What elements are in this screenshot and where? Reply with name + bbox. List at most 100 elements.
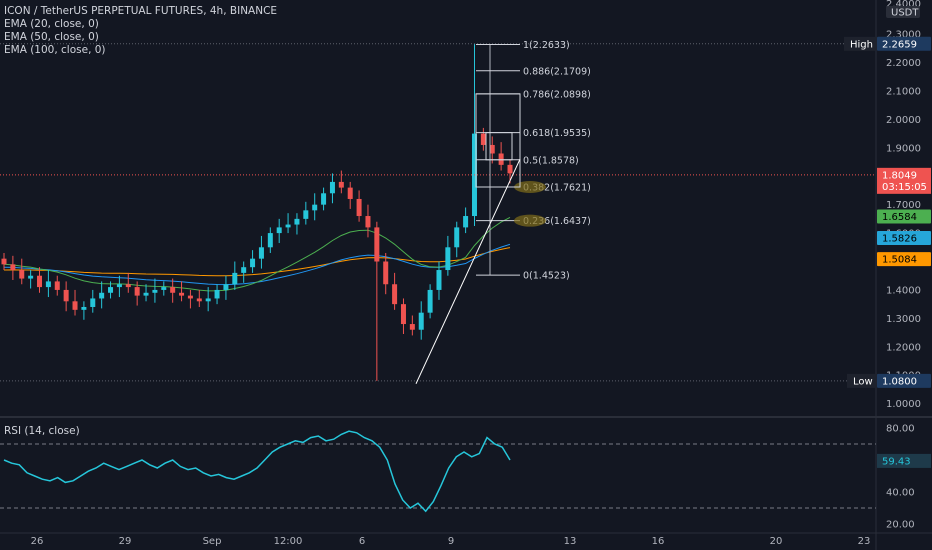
last-price-tag-bg: [877, 167, 931, 194]
candle-body: [409, 324, 415, 330]
candle-body: [205, 298, 211, 302]
currency-label: USDT: [891, 8, 919, 19]
candle-body: [214, 289, 220, 299]
candle-body: [250, 258, 256, 268]
candle-body: [108, 287, 114, 293]
candle-body: [303, 210, 309, 219]
candle-body: [489, 144, 495, 154]
rsi-value-tag: 59.43: [882, 456, 911, 467]
ema50-tag-bg: [877, 231, 931, 246]
time-tick-label: 20: [770, 536, 783, 547]
candle-body: [321, 193, 327, 205]
price-tick-label: 1.2000: [886, 342, 921, 353]
time-tick-label: 16: [652, 536, 665, 547]
ema100-legend[interactable]: EMA (100, close, 0): [4, 44, 106, 56]
time-tick-label: 13: [564, 536, 577, 547]
candle-body: [116, 284, 122, 288]
candle-body: [63, 289, 69, 302]
candle-body: [276, 227, 282, 234]
candle-body: [179, 292, 185, 296]
candle-body: [232, 272, 238, 285]
last-price-tag: 1.8049: [882, 170, 917, 181]
price-tick-label: 1.4000: [886, 285, 921, 296]
low-value-tag-bg: [877, 373, 931, 388]
ema100-line: [3, 247, 511, 277]
time-tick-label: 9: [448, 536, 454, 547]
price-tick-label: 2.0000: [886, 115, 921, 126]
candle-body: [161, 287, 167, 290]
currency-badge: [886, 6, 920, 18]
time-tick-label: Sep: [203, 536, 222, 547]
fib-level-label: 0(1.4523): [523, 271, 570, 282]
fib-highlight: [514, 214, 546, 227]
candle-body: [258, 247, 264, 259]
fib-level-label: 0.618(1.9535): [523, 128, 591, 139]
time-tick-label: 26: [31, 536, 44, 547]
candle-body: [37, 275, 43, 288]
fib-level-label: 0.382(1.7621): [523, 183, 591, 194]
ema100-tag-bg: [877, 252, 931, 267]
candle-body: [72, 301, 78, 310]
price-tick-label: 1.9000: [886, 143, 921, 154]
rsi-tick-label: 80.00: [886, 424, 915, 435]
candle-body: [329, 181, 335, 194]
fib-level-label: 0.786(2.0898): [523, 89, 591, 100]
candle-body: [223, 284, 229, 290]
candle-body: [374, 227, 380, 262]
ema100-tag: 1.5084: [882, 255, 917, 266]
candle-body: [45, 281, 51, 288]
candle-body: [125, 284, 131, 288]
rsi-title[interactable]: RSI (14, close): [4, 425, 80, 437]
fib-level-label: 0.886(2.1709): [523, 66, 591, 77]
symbol-title: ICON / TetherUS PERPETUAL FUTURES, 4h, B…: [4, 5, 278, 17]
candle-body: [312, 204, 318, 211]
candle-body: [338, 181, 344, 188]
rsi-value-tag-bg: [877, 453, 931, 468]
countdown-tag: 03:15:05: [882, 182, 927, 193]
ema20-line: [3, 216, 511, 292]
candle-body: [134, 287, 140, 296]
candle-body: [392, 284, 398, 305]
rsi-tick-label: 40.00: [886, 488, 915, 499]
candle-body: [54, 281, 60, 290]
price-tick-label: 1.7000: [886, 200, 921, 211]
fib-level-label: 0.236(1.6437): [523, 216, 591, 227]
ema50-legend[interactable]: EMA (50, close, 0): [4, 31, 99, 43]
low-value-tag: 1.0800: [882, 376, 917, 387]
ema20-tag: 1.6584: [882, 212, 917, 223]
candle-body: [498, 153, 504, 165]
candle-body: [445, 247, 451, 271]
candle-body: [347, 187, 353, 199]
time-tick-label: 29: [119, 536, 132, 547]
candle-body: [1, 258, 7, 265]
candle-body: [28, 275, 34, 279]
candle-body: [480, 133, 486, 145]
candle-body: [267, 233, 273, 248]
candle-body: [19, 270, 25, 279]
candle-body: [400, 304, 406, 325]
ema20-tag-bg: [877, 209, 931, 224]
candle-body: [436, 270, 442, 290]
time-tick-label: 12:00: [274, 536, 303, 547]
low-tag: Low: [853, 376, 873, 387]
candle-body: [90, 298, 96, 307]
candle-body: [463, 216, 469, 228]
candle-body: [427, 289, 433, 313]
candle-body: [365, 216, 371, 228]
candle-body: [196, 298, 202, 302]
price-tick-label: 2.1000: [886, 86, 921, 97]
ema20-legend[interactable]: EMA (20, close, 0): [4, 18, 99, 30]
fib-level-label: 0.5(1.8578): [523, 155, 579, 166]
candle-body: [241, 267, 247, 273]
candle-body: [356, 198, 362, 217]
low-tag-bg: [847, 373, 876, 388]
high-value-tag-bg: [877, 36, 931, 51]
price-tick-label: 1.0000: [886, 399, 921, 410]
candle-body: [170, 287, 176, 293]
candle-body: [10, 264, 16, 271]
candle-body: [418, 312, 424, 330]
price-tick-label: 2.3000: [886, 30, 921, 41]
fib-box: [475, 93, 521, 188]
